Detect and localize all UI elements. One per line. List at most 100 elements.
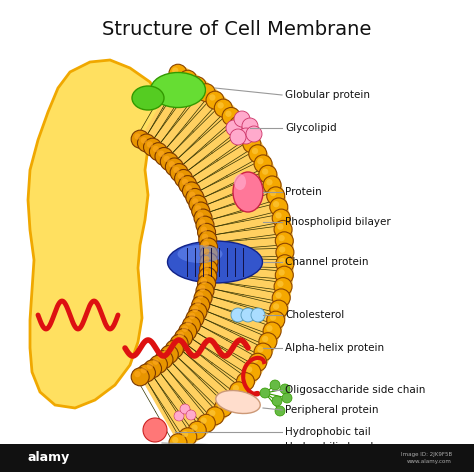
Circle shape xyxy=(153,146,159,152)
Circle shape xyxy=(182,182,201,200)
Circle shape xyxy=(199,231,217,249)
Text: Hydrophilic head: Hydrophilic head xyxy=(285,442,373,452)
Circle shape xyxy=(263,176,281,194)
Circle shape xyxy=(191,296,210,314)
Text: Image ID: 2JK9F5B
www.alamy.com: Image ID: 2JK9F5B www.alamy.com xyxy=(401,452,452,464)
Circle shape xyxy=(182,431,188,437)
Circle shape xyxy=(276,243,294,261)
Circle shape xyxy=(194,209,212,227)
Circle shape xyxy=(254,155,272,173)
Circle shape xyxy=(199,285,205,291)
Circle shape xyxy=(277,224,283,230)
Circle shape xyxy=(201,227,207,233)
Circle shape xyxy=(149,355,167,373)
Circle shape xyxy=(275,292,282,298)
Circle shape xyxy=(198,275,216,293)
Circle shape xyxy=(260,388,270,398)
Circle shape xyxy=(203,263,209,270)
Circle shape xyxy=(179,176,197,194)
Circle shape xyxy=(180,404,190,414)
Circle shape xyxy=(200,238,218,256)
Circle shape xyxy=(246,126,262,142)
Circle shape xyxy=(214,399,232,417)
Circle shape xyxy=(178,173,184,179)
Circle shape xyxy=(173,337,180,344)
Circle shape xyxy=(275,406,285,416)
Circle shape xyxy=(134,371,141,377)
Circle shape xyxy=(189,192,195,198)
Circle shape xyxy=(137,134,155,152)
Circle shape xyxy=(191,202,210,220)
Circle shape xyxy=(252,356,258,362)
Circle shape xyxy=(189,312,195,319)
Circle shape xyxy=(191,80,198,86)
Ellipse shape xyxy=(234,174,246,190)
Text: Structure of Cell Membrane: Structure of Cell Membrane xyxy=(102,20,372,39)
Circle shape xyxy=(200,260,218,278)
Ellipse shape xyxy=(177,245,222,263)
Circle shape xyxy=(200,253,218,270)
Circle shape xyxy=(146,141,153,148)
Circle shape xyxy=(203,248,210,255)
Circle shape xyxy=(201,87,207,93)
Circle shape xyxy=(259,165,277,183)
Circle shape xyxy=(170,334,188,353)
Circle shape xyxy=(280,384,290,394)
Circle shape xyxy=(186,185,192,191)
Circle shape xyxy=(242,118,258,134)
Circle shape xyxy=(226,120,242,136)
Text: Protein: Protein xyxy=(285,187,322,197)
Circle shape xyxy=(237,126,255,143)
Circle shape xyxy=(199,267,217,286)
Circle shape xyxy=(179,428,197,446)
Circle shape xyxy=(160,152,178,170)
Circle shape xyxy=(279,246,285,253)
Circle shape xyxy=(234,111,250,127)
Circle shape xyxy=(141,367,147,373)
Circle shape xyxy=(174,411,184,421)
Text: Cholesterol: Cholesterol xyxy=(285,310,344,320)
Circle shape xyxy=(144,360,162,378)
Circle shape xyxy=(222,108,240,126)
Circle shape xyxy=(179,322,197,340)
Circle shape xyxy=(174,169,192,187)
Circle shape xyxy=(196,282,214,300)
Circle shape xyxy=(278,270,285,276)
Circle shape xyxy=(182,73,188,80)
Circle shape xyxy=(274,220,292,238)
Circle shape xyxy=(233,385,239,391)
Circle shape xyxy=(143,418,167,442)
Circle shape xyxy=(209,94,216,101)
Ellipse shape xyxy=(216,390,260,413)
Circle shape xyxy=(225,394,232,400)
Circle shape xyxy=(173,167,180,173)
Bar xyxy=(0,444,474,472)
Circle shape xyxy=(182,179,188,185)
Ellipse shape xyxy=(132,86,164,110)
Polygon shape xyxy=(136,66,294,451)
Circle shape xyxy=(178,332,184,338)
Circle shape xyxy=(239,128,246,135)
Circle shape xyxy=(203,241,209,247)
Circle shape xyxy=(206,91,224,109)
Text: Peripheral protein: Peripheral protein xyxy=(285,405,379,415)
Circle shape xyxy=(169,161,175,168)
Circle shape xyxy=(282,393,292,403)
Circle shape xyxy=(218,402,224,408)
Circle shape xyxy=(202,270,208,277)
Circle shape xyxy=(276,255,294,273)
Circle shape xyxy=(153,358,159,365)
Circle shape xyxy=(231,308,245,322)
Text: Alpha-helix protein: Alpha-helix protein xyxy=(285,343,384,353)
Circle shape xyxy=(131,368,149,386)
Circle shape xyxy=(155,351,173,369)
Circle shape xyxy=(155,147,173,166)
Circle shape xyxy=(203,256,210,262)
Circle shape xyxy=(251,308,265,322)
Circle shape xyxy=(275,212,282,219)
Circle shape xyxy=(201,278,207,284)
Circle shape xyxy=(182,316,201,334)
Circle shape xyxy=(186,310,204,328)
Circle shape xyxy=(229,382,247,400)
Circle shape xyxy=(192,306,199,312)
